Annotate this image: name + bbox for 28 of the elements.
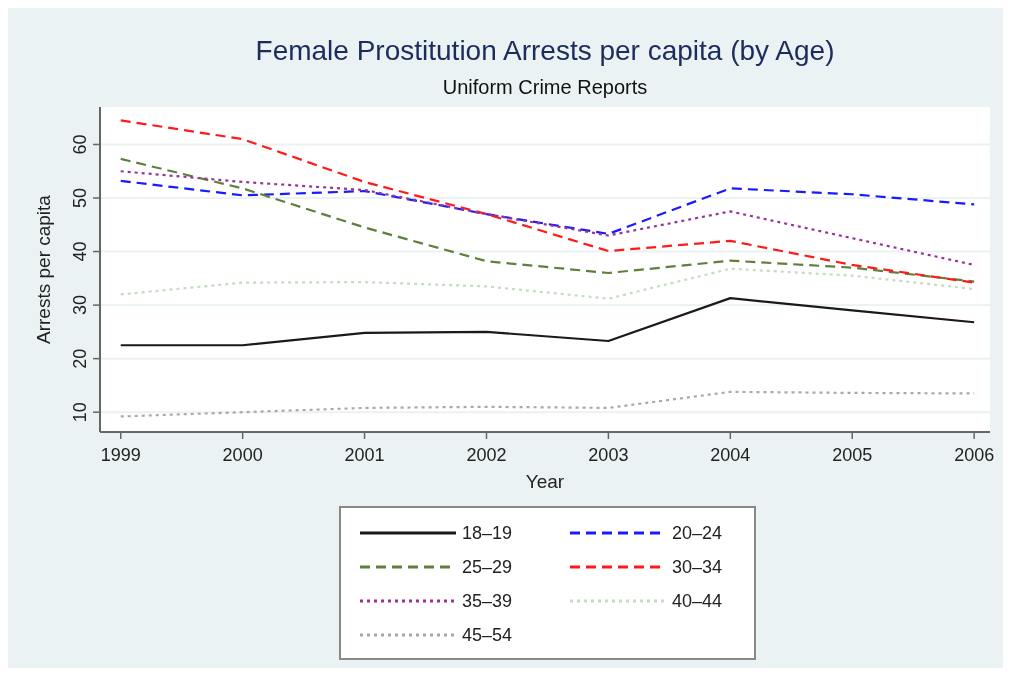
y-axis-title: Arrests per capita: [33, 194, 54, 344]
y-tick-label: 40: [70, 241, 90, 262]
x-tick-label: 2002: [466, 445, 507, 465]
chart-subtitle: Uniform Crime Reports: [442, 76, 648, 98]
y-tick-label: 50: [70, 188, 90, 209]
legend-label: 20–24: [672, 523, 723, 543]
chart-title: Female Prostitution Arrests per capita (by Age): [255, 35, 835, 66]
line-series: [119, 297, 976, 347]
line-series: [119, 157, 976, 283]
x-axis-title: Year: [525, 471, 565, 492]
x-tick-label: 2003: [588, 445, 629, 465]
y-tick-label: 60: [70, 134, 90, 155]
y-tick-label: 10: [70, 402, 90, 423]
legend-label: 30–34: [672, 557, 723, 577]
x-tick-label: 2006: [954, 445, 995, 465]
x-tick-label: 2000: [222, 445, 263, 465]
line-series: [119, 179, 976, 235]
legend-label: 40–44: [672, 591, 723, 611]
y-tick-label: 30: [70, 295, 90, 316]
x-tick-label: 2004: [710, 445, 751, 465]
x-tick-label: 2005: [832, 445, 873, 465]
legend-label: 25–29: [462, 557, 513, 577]
x-tick-label: 2001: [344, 445, 385, 465]
legend-label: 35–39: [462, 591, 513, 611]
legend-label: 45–54: [462, 625, 513, 645]
x-tick-label: 1999: [100, 445, 141, 465]
y-tick-label: 20: [70, 348, 90, 369]
legend-label: 18–19: [462, 523, 513, 543]
